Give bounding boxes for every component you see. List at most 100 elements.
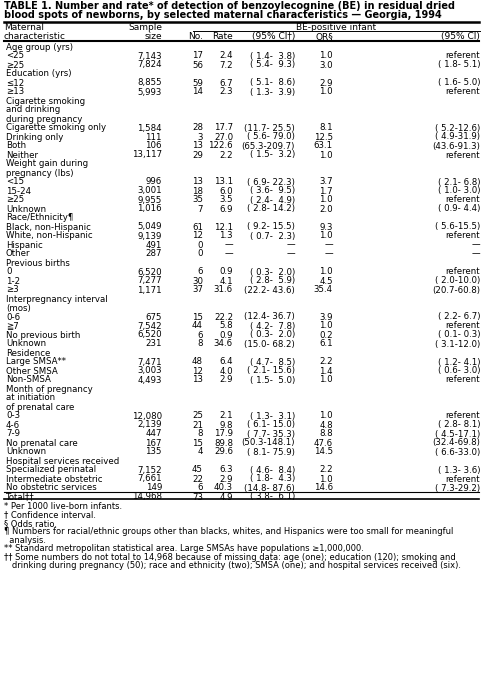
Text: 14,968: 14,968	[132, 493, 162, 502]
Text: Unknown: Unknown	[6, 205, 46, 214]
Text: ≥25: ≥25	[6, 60, 24, 70]
Text: 287: 287	[145, 249, 162, 258]
Text: 73: 73	[192, 493, 203, 502]
Text: ( 1.8-  4.3): ( 1.8- 4.3)	[250, 475, 295, 483]
Text: 22: 22	[192, 475, 203, 483]
Text: referent: referent	[445, 475, 480, 483]
Text: 8.1: 8.1	[319, 124, 333, 132]
Text: drinking during pregnancy (50); race and ethnicity (two); SMSA (one); and hospit: drinking during pregnancy (50); race and…	[4, 561, 461, 571]
Text: 4.1: 4.1	[219, 276, 233, 285]
Text: ( 5.2-12.6): ( 5.2-12.6)	[435, 124, 480, 132]
Text: 9,955: 9,955	[138, 195, 162, 205]
Text: 7,824: 7,824	[137, 60, 162, 70]
Text: ( 6.9- 22.3): ( 6.9- 22.3)	[247, 178, 295, 187]
Text: 7,152: 7,152	[137, 466, 162, 475]
Text: 4-6: 4-6	[6, 420, 20, 429]
Text: analysis.: analysis.	[4, 536, 46, 545]
Text: 3.9: 3.9	[319, 312, 333, 322]
Text: 6: 6	[198, 331, 203, 339]
Text: referent: referent	[445, 412, 480, 420]
Text: 13,117: 13,117	[132, 151, 162, 160]
Text: BE-positive infant: BE-positive infant	[297, 23, 377, 32]
Text: ( 2.4-  4.9): ( 2.4- 4.9)	[250, 195, 295, 205]
Text: 29.6: 29.6	[214, 448, 233, 456]
Text: 2.9: 2.9	[219, 475, 233, 483]
Text: 675: 675	[145, 312, 162, 322]
Text: †† Some numbers do not total to 14,968 because of missing data: age (one); educa: †† Some numbers do not total to 14,968 b…	[4, 553, 456, 562]
Text: —: —	[286, 241, 295, 249]
Text: 106: 106	[145, 141, 162, 151]
Text: 12: 12	[192, 231, 203, 241]
Text: 31.6: 31.6	[214, 285, 233, 295]
Text: of prenatal care: of prenatal care	[6, 402, 74, 412]
Text: ( 0.9- 4.4): ( 0.9- 4.4)	[438, 205, 480, 214]
Text: 1,016: 1,016	[137, 205, 162, 214]
Text: ( 0.6- 3.0): ( 0.6- 3.0)	[438, 366, 480, 375]
Text: 4,493: 4,493	[138, 375, 162, 385]
Text: 2.9: 2.9	[319, 78, 333, 87]
Text: 7,471: 7,471	[137, 358, 162, 366]
Text: (14.8- 87.6): (14.8- 87.6)	[244, 483, 295, 493]
Text: 15: 15	[192, 312, 203, 322]
Text: 1.0: 1.0	[319, 412, 333, 420]
Text: 3.0: 3.0	[319, 60, 333, 70]
Text: 996: 996	[146, 178, 162, 187]
Text: <25: <25	[6, 51, 24, 60]
Text: 6,520: 6,520	[137, 268, 162, 276]
Text: 0: 0	[198, 249, 203, 258]
Text: 491: 491	[146, 241, 162, 249]
Text: 6.7: 6.7	[219, 78, 233, 87]
Text: 0: 0	[6, 268, 12, 276]
Text: ( 2.0-10.0): ( 2.0-10.0)	[435, 276, 480, 285]
Text: 2,139: 2,139	[138, 420, 162, 429]
Text: 4: 4	[198, 448, 203, 456]
Text: Both: Both	[6, 141, 26, 151]
Text: 6.0: 6.0	[219, 187, 233, 195]
Text: 22.2: 22.2	[214, 312, 233, 322]
Text: 6: 6	[198, 483, 203, 493]
Text: 3,003: 3,003	[137, 366, 162, 375]
Text: 0.2: 0.2	[319, 331, 333, 339]
Text: ( 7.3-29.2): ( 7.3-29.2)	[435, 483, 480, 493]
Text: ( 9.2- 15.5): ( 9.2- 15.5)	[247, 222, 295, 231]
Text: 4.8: 4.8	[319, 420, 333, 429]
Text: 2.4: 2.4	[219, 51, 233, 60]
Text: ( 2.1- 15.6): ( 2.1- 15.6)	[247, 366, 295, 375]
Text: Education (yrs): Education (yrs)	[6, 70, 71, 78]
Text: 1.0: 1.0	[319, 375, 333, 385]
Text: 14.5: 14.5	[314, 448, 333, 456]
Text: 1,171: 1,171	[137, 285, 162, 295]
Text: 447: 447	[145, 429, 162, 439]
Text: ≥3: ≥3	[6, 285, 19, 295]
Text: 1.0: 1.0	[319, 51, 333, 60]
Text: 21: 21	[192, 420, 203, 429]
Text: ( 1.3- 3.6): ( 1.3- 3.6)	[438, 466, 480, 475]
Text: Rate: Rate	[212, 32, 233, 41]
Text: Race/Ethnicity¶: Race/Ethnicity¶	[6, 214, 73, 222]
Text: 0.9: 0.9	[219, 268, 233, 276]
Text: ( 4.6-  8.4): ( 4.6- 8.4)	[250, 466, 295, 475]
Text: 12.1: 12.1	[214, 222, 233, 231]
Text: 2.2: 2.2	[319, 466, 333, 475]
Text: 47.6: 47.6	[314, 439, 333, 448]
Text: referent: referent	[445, 322, 480, 331]
Text: 6,520: 6,520	[137, 331, 162, 339]
Text: —: —	[225, 241, 233, 249]
Text: —: —	[471, 241, 480, 249]
Text: blood spots of newborns, by selected maternal characteristics — Georgia, 1994: blood spots of newborns, by selected mat…	[4, 10, 442, 20]
Text: 9.3: 9.3	[319, 222, 333, 231]
Text: 231: 231	[145, 339, 162, 349]
Text: 27.0: 27.0	[214, 132, 233, 141]
Text: 17: 17	[192, 51, 203, 60]
Text: 3,001: 3,001	[137, 187, 162, 195]
Text: Specialized perinatal: Specialized perinatal	[6, 466, 96, 475]
Text: (mos): (mos)	[6, 304, 31, 312]
Text: 28: 28	[192, 124, 203, 132]
Text: referent: referent	[445, 195, 480, 205]
Text: 8,855: 8,855	[137, 78, 162, 87]
Text: ( 1.5-  5.0): ( 1.5- 5.0)	[250, 375, 295, 385]
Text: 35.4: 35.4	[314, 285, 333, 295]
Text: pregnancy (lbs): pregnancy (lbs)	[6, 168, 73, 178]
Text: 1-2: 1-2	[6, 276, 20, 285]
Text: 111: 111	[145, 132, 162, 141]
